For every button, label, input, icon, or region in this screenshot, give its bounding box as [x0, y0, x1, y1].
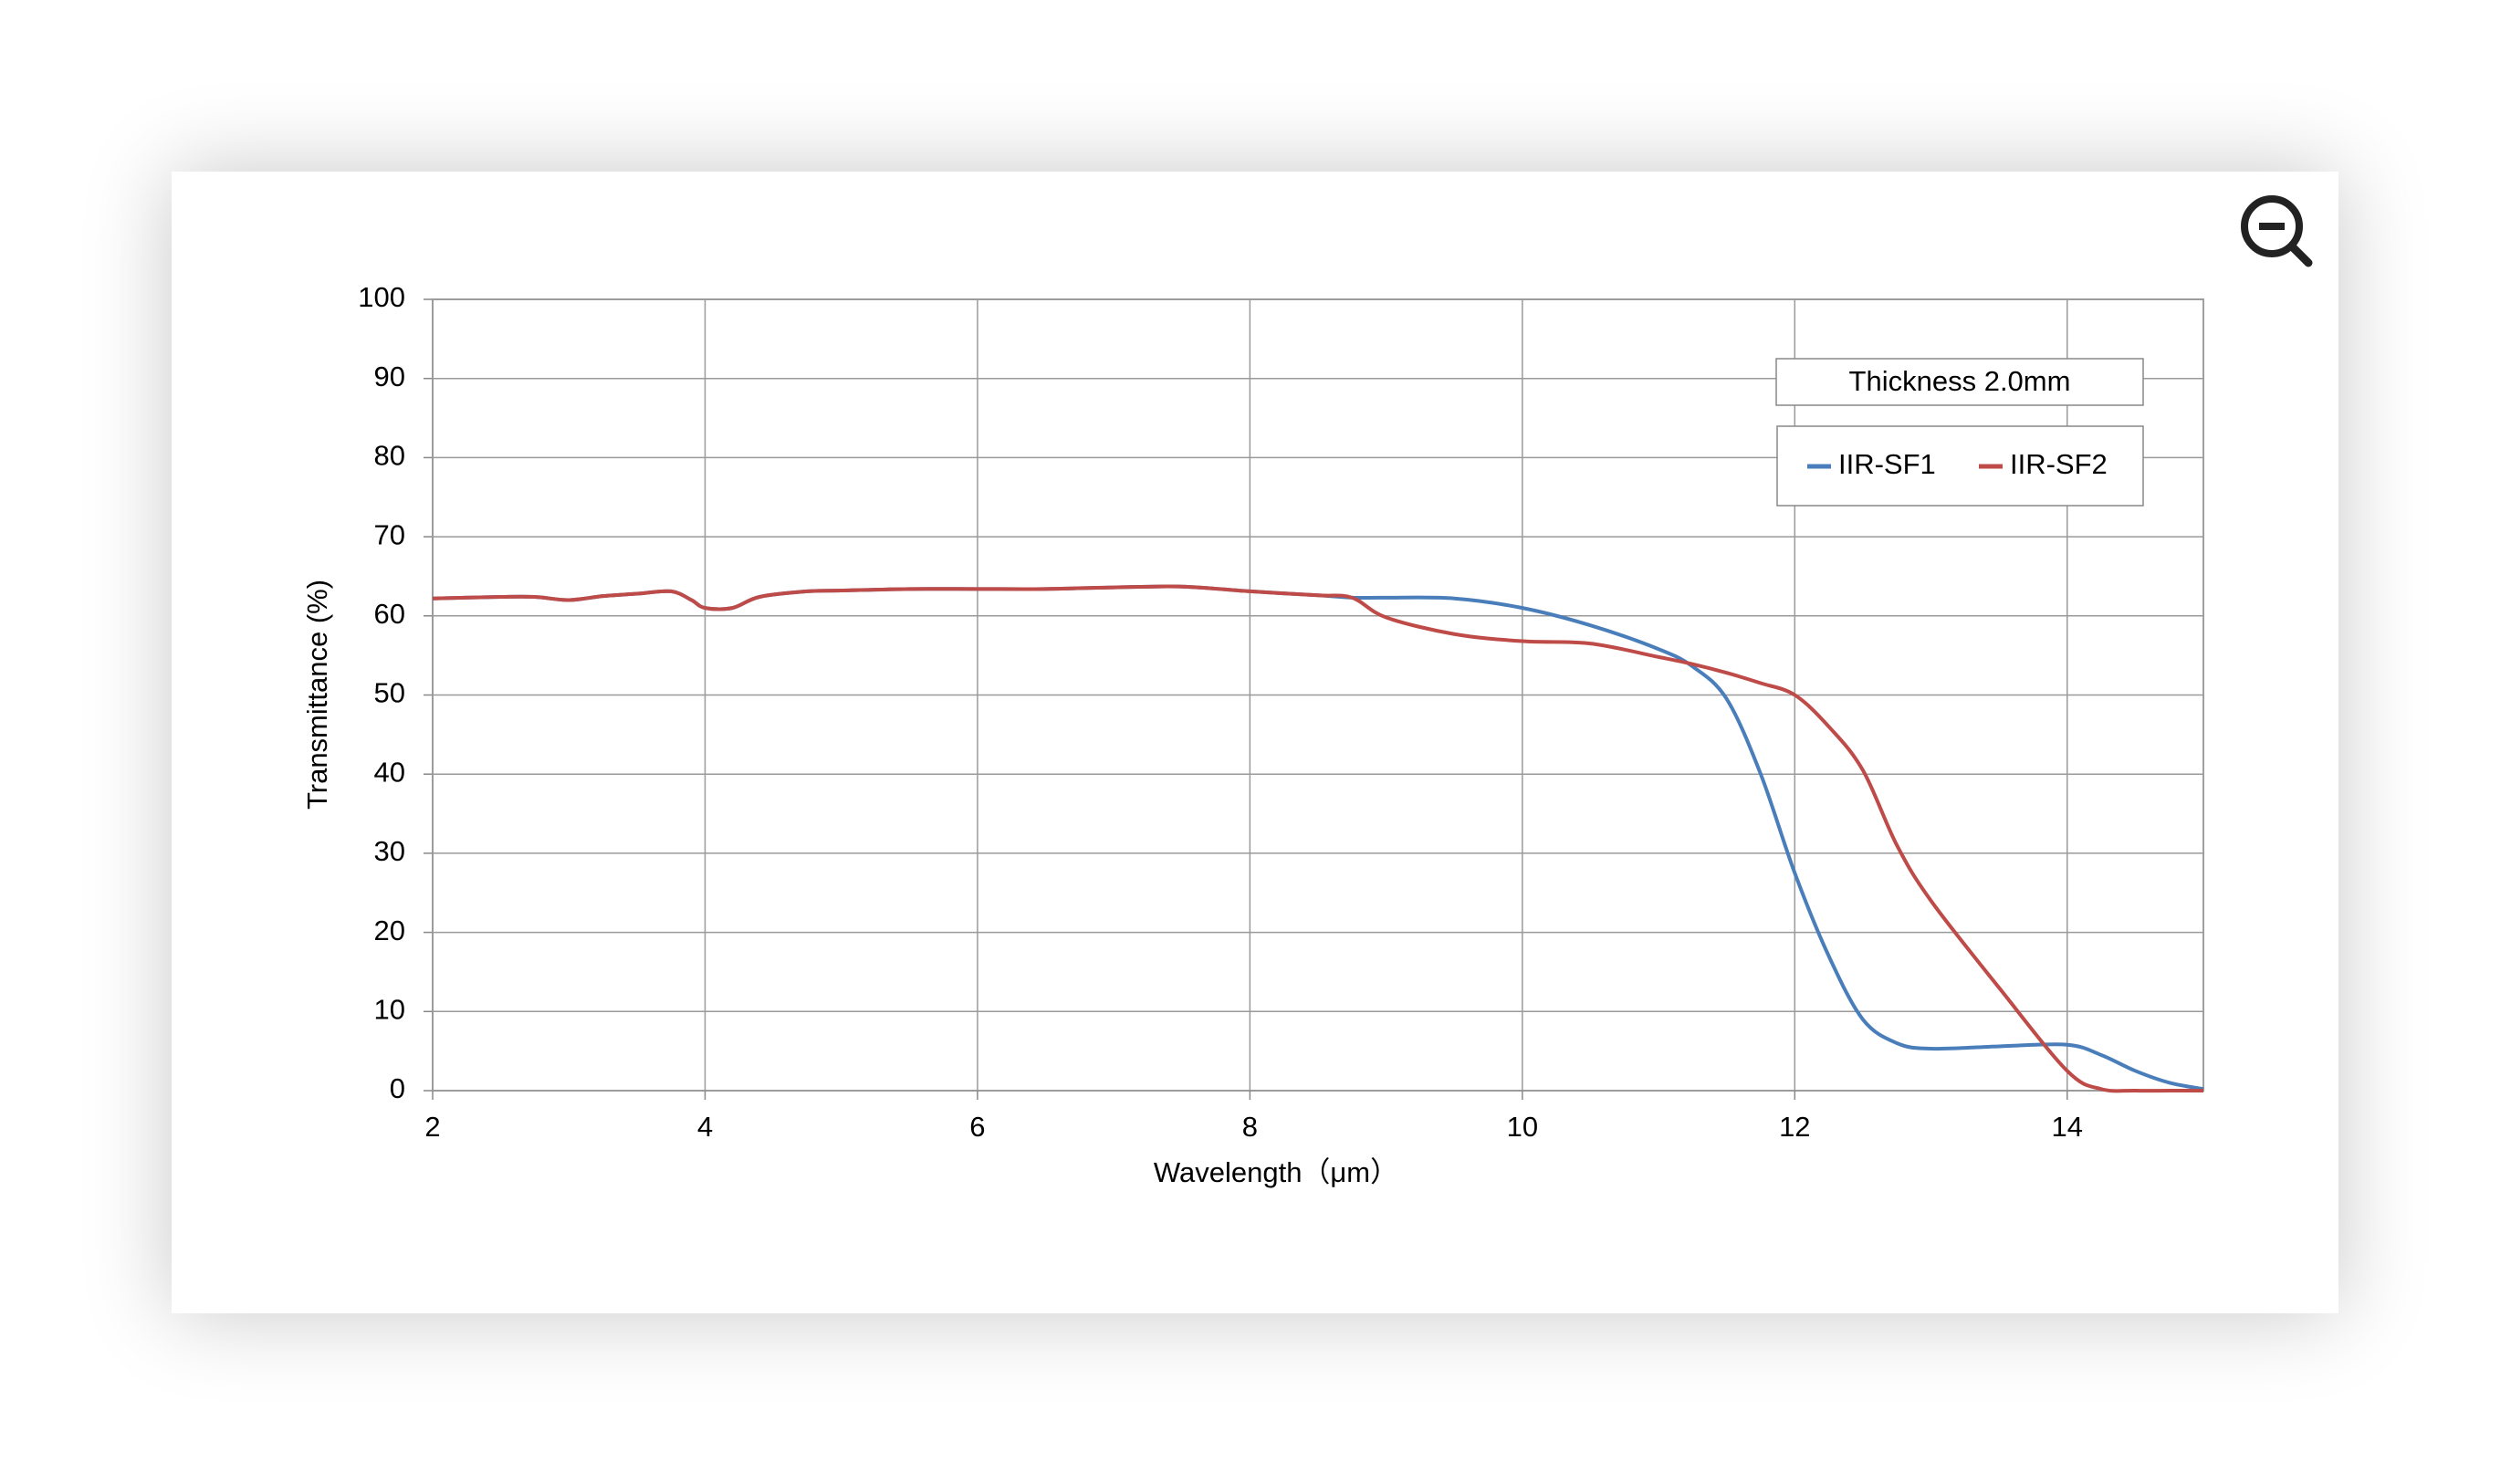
legend-box: [1776, 425, 2144, 507]
x-tick-label: 6: [969, 1111, 985, 1143]
series-line: [432, 584, 2203, 1093]
x-tick-label: 2: [424, 1111, 440, 1143]
y-tick-label: 60: [374, 598, 405, 630]
annotation-box: [1775, 358, 2144, 406]
y-tick-label: 40: [374, 756, 405, 788]
x-axis-title: Wavelength（μm）: [1154, 1156, 1398, 1188]
y-tick-label: 80: [374, 440, 405, 472]
y-tick-label: 100: [358, 281, 405, 313]
x-tick-label: 10: [1507, 1111, 1538, 1143]
y-tick-label: 50: [374, 677, 405, 709]
zoom-icon-handle[interactable]: [2287, 242, 2313, 267]
zoom-icon-ring[interactable]: [2241, 195, 2303, 257]
y-axis-title: Transmittance (%): [301, 580, 333, 810]
annotation: Thickness 2.0mm: [1849, 365, 2071, 397]
y-tick-label: 30: [374, 835, 405, 867]
legend-label: IIR-SF1: [1838, 448, 1936, 480]
y-tick-label: 0: [390, 1072, 405, 1104]
x-tick-label: 12: [1779, 1111, 1810, 1143]
y-tick-label: 70: [374, 518, 405, 550]
zoom-button[interactable]: [2241, 195, 2313, 267]
x-tick-label: 8: [1242, 1111, 1258, 1143]
y-tick-label: 90: [374, 361, 405, 392]
legend-label: IIR-SF2: [2010, 448, 2108, 480]
x-tick-label: 4: [697, 1111, 713, 1143]
x-tick-label: 14: [2052, 1111, 2083, 1143]
y-tick-label: 10: [374, 993, 405, 1025]
y-tick-label: 20: [374, 914, 405, 946]
